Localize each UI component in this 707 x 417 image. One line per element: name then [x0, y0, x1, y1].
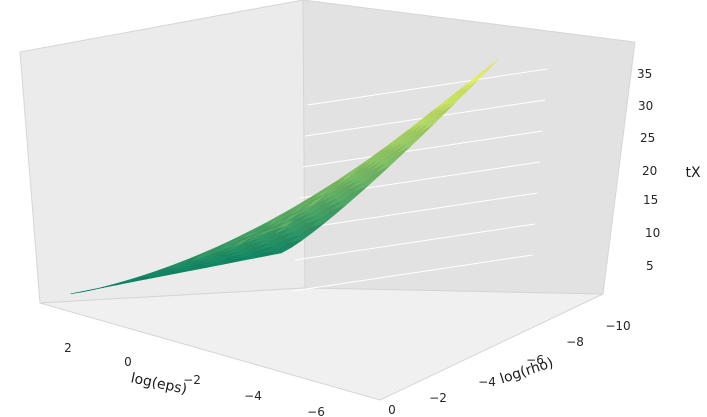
y-tick-label: −6	[526, 353, 544, 367]
back-pane-left	[19, 0, 306, 304]
x-tick-label: 0	[124, 355, 132, 369]
x-tick-label: −2	[183, 373, 201, 387]
grid-line	[294, 223, 536, 261]
y-tick-label: −2	[429, 391, 447, 405]
z-tick-label: 25	[640, 131, 655, 145]
z-tick-label: 10	[645, 226, 660, 240]
y-tick-label: −4	[478, 375, 496, 389]
floor-pane	[39, 287, 604, 401]
z-tick-label: 5	[646, 259, 654, 273]
y-tick-label: 0	[388, 403, 396, 417]
x-axis-label: log(eps)	[129, 370, 188, 398]
z-tick-label: 30	[638, 99, 653, 113]
surface	[70, 58, 499, 295]
grid-line	[297, 192, 538, 230]
x-tick-label: −6	[307, 405, 325, 417]
grid-line	[307, 68, 548, 106]
y-tick-label: −8	[566, 335, 584, 349]
surface-facet	[70, 288, 96, 295]
z-axis-label: tX	[685, 165, 700, 181]
z-tick-label: 15	[643, 193, 658, 207]
grid-line	[292, 254, 533, 292]
back-pane-right	[302, 0, 636, 295]
grid-line	[302, 130, 543, 168]
x-tick-label: −4	[244, 389, 262, 403]
z-tick-label: 35	[637, 67, 652, 81]
z-tick-label: 20	[642, 164, 657, 178]
x-tick-label: 2	[64, 341, 72, 355]
y-tick-label: −10	[605, 319, 630, 333]
